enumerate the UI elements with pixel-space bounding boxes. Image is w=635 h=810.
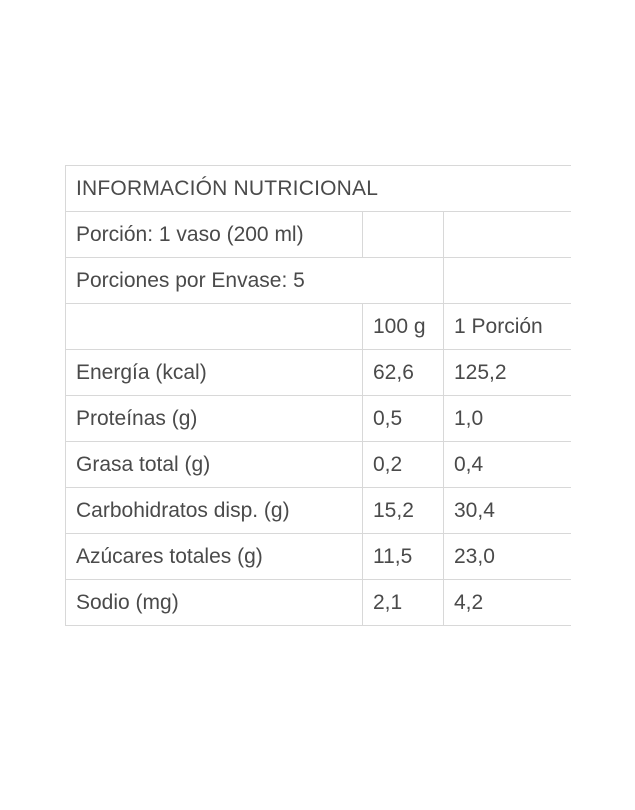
nutrient-row-grasa-total: Grasa total (g) 0,2 0,4 xyxy=(65,441,571,488)
nutrient-row-azucares-totales: Azúcares totales (g) 11,5 23,0 xyxy=(65,533,571,580)
nutrition-facts-panel: INFORMACIÓN NUTRICIONAL Porción: 1 vaso … xyxy=(65,165,571,626)
nutrient-label: Sodio (mg) xyxy=(65,579,363,626)
column-header-row: 100 g 1 Porción xyxy=(65,303,571,350)
empty-cell xyxy=(362,211,444,258)
empty-cell xyxy=(65,303,363,350)
value-per-serving: 23,0 xyxy=(443,533,571,580)
value-per-serving: 0,4 xyxy=(443,441,571,488)
nutrient-label: Carbohidratos disp. (g) xyxy=(65,487,363,534)
nutrient-label: Proteínas (g) xyxy=(65,395,363,442)
table-title-row: INFORMACIÓN NUTRICIONAL xyxy=(65,165,571,212)
value-per-100g: 2,1 xyxy=(362,579,444,626)
table-title: INFORMACIÓN NUTRICIONAL xyxy=(65,165,571,212)
nutrient-label: Grasa total (g) xyxy=(65,441,363,488)
nutrient-row-carbohidratos: Carbohidratos disp. (g) 15,2 30,4 xyxy=(65,487,571,534)
value-per-serving: 30,4 xyxy=(443,487,571,534)
servings-per-package-label: Porciones por Envase: 5 xyxy=(65,257,444,304)
value-per-100g: 11,5 xyxy=(362,533,444,580)
nutrient-label-indented: Azúcares totales (g) xyxy=(65,533,363,580)
value-per-100g: 0,5 xyxy=(362,395,444,442)
empty-cell xyxy=(443,211,571,258)
value-per-serving: 1,0 xyxy=(443,395,571,442)
nutrient-label: Energía (kcal) xyxy=(65,349,363,396)
empty-cell xyxy=(443,257,571,304)
serving-size-row: Porción: 1 vaso (200 ml) xyxy=(65,211,571,258)
value-per-serving: 4,2 xyxy=(443,579,571,626)
value-per-serving: 125,2 xyxy=(443,349,571,396)
value-per-100g: 62,6 xyxy=(362,349,444,396)
column-header-100g: 100 g xyxy=(362,303,444,350)
value-per-100g: 15,2 xyxy=(362,487,444,534)
nutrient-row-proteinas: Proteínas (g) 0,5 1,0 xyxy=(65,395,571,442)
nutrition-table: INFORMACIÓN NUTRICIONAL Porción: 1 vaso … xyxy=(65,165,571,626)
nutrient-row-energia: Energía (kcal) 62,6 125,2 xyxy=(65,349,571,396)
serving-size-label: Porción: 1 vaso (200 ml) xyxy=(65,211,363,258)
servings-per-package-row: Porciones por Envase: 5 xyxy=(65,257,571,304)
value-per-100g: 0,2 xyxy=(362,441,444,488)
nutrient-row-sodio: Sodio (mg) 2,1 4,2 xyxy=(65,579,571,626)
column-header-1-porcion: 1 Porción xyxy=(443,303,571,350)
